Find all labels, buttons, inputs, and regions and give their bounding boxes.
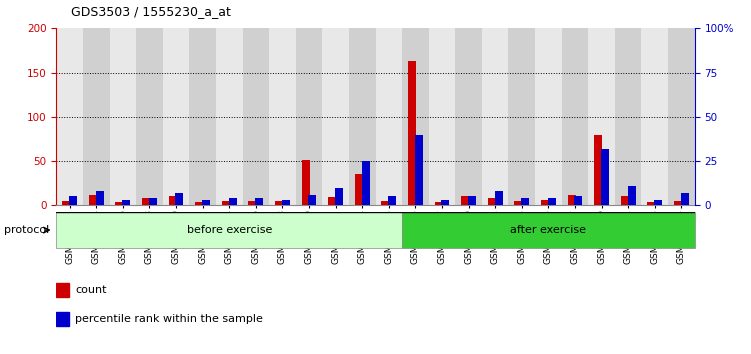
Bar xyxy=(681,193,689,205)
Bar xyxy=(275,201,283,205)
Bar xyxy=(495,191,502,205)
Bar xyxy=(482,28,508,205)
Bar xyxy=(116,202,123,205)
Bar xyxy=(442,200,449,205)
Bar xyxy=(110,28,136,205)
Bar xyxy=(508,28,535,205)
Bar xyxy=(588,28,615,205)
Bar xyxy=(163,28,189,205)
Text: after exercise: after exercise xyxy=(511,225,587,235)
Bar xyxy=(668,28,695,205)
Bar xyxy=(56,28,83,205)
Bar xyxy=(362,161,369,205)
Bar xyxy=(429,28,455,205)
Bar xyxy=(487,198,496,205)
Bar xyxy=(335,188,343,205)
Bar xyxy=(562,28,588,205)
Bar xyxy=(601,149,609,205)
Bar xyxy=(402,212,695,248)
Bar xyxy=(56,312,69,326)
Bar xyxy=(674,201,682,205)
Bar xyxy=(468,196,476,205)
Bar xyxy=(89,195,97,205)
Bar xyxy=(455,28,482,205)
Bar xyxy=(615,28,641,205)
Bar xyxy=(149,198,157,205)
Bar xyxy=(521,198,529,205)
Bar xyxy=(249,201,256,205)
Bar xyxy=(202,200,210,205)
Bar xyxy=(641,28,668,205)
Bar xyxy=(255,198,264,205)
Bar xyxy=(535,28,562,205)
Bar xyxy=(195,202,203,205)
Bar xyxy=(136,28,163,205)
Bar xyxy=(621,196,629,205)
Text: GDS3503 / 1555230_a_at: GDS3503 / 1555230_a_at xyxy=(71,5,231,18)
Bar xyxy=(309,195,316,205)
Bar xyxy=(435,202,442,205)
Bar xyxy=(461,196,469,205)
Bar xyxy=(296,28,322,205)
Bar xyxy=(322,28,349,205)
Text: percentile rank within the sample: percentile rank within the sample xyxy=(75,314,264,324)
Bar xyxy=(302,160,309,205)
Bar xyxy=(282,200,290,205)
Bar xyxy=(95,191,104,205)
Bar xyxy=(142,198,150,205)
Bar xyxy=(269,28,296,205)
Bar xyxy=(541,200,549,205)
Bar xyxy=(628,186,635,205)
Bar xyxy=(568,195,575,205)
Bar xyxy=(229,198,237,205)
Bar xyxy=(328,198,336,205)
Bar xyxy=(83,28,110,205)
Bar xyxy=(168,196,176,205)
Bar xyxy=(122,200,130,205)
Bar xyxy=(216,28,243,205)
Bar xyxy=(382,201,389,205)
Bar xyxy=(402,28,429,205)
Bar xyxy=(594,135,602,205)
Bar xyxy=(243,28,269,205)
Bar xyxy=(548,198,556,205)
Bar xyxy=(56,212,402,248)
Bar xyxy=(69,196,77,205)
Bar xyxy=(415,135,423,205)
Text: protocol: protocol xyxy=(4,225,49,235)
Text: count: count xyxy=(75,285,107,295)
Bar xyxy=(62,201,70,205)
Bar xyxy=(388,196,397,205)
Bar xyxy=(176,193,183,205)
Bar xyxy=(56,283,69,297)
Bar xyxy=(222,201,230,205)
Bar xyxy=(514,201,523,205)
Text: before exercise: before exercise xyxy=(186,225,272,235)
Bar xyxy=(349,28,376,205)
Bar xyxy=(654,200,662,205)
Bar xyxy=(408,61,416,205)
Bar xyxy=(647,202,656,205)
Bar xyxy=(575,196,583,205)
Bar xyxy=(376,28,402,205)
Bar xyxy=(189,28,216,205)
Bar xyxy=(354,175,363,205)
